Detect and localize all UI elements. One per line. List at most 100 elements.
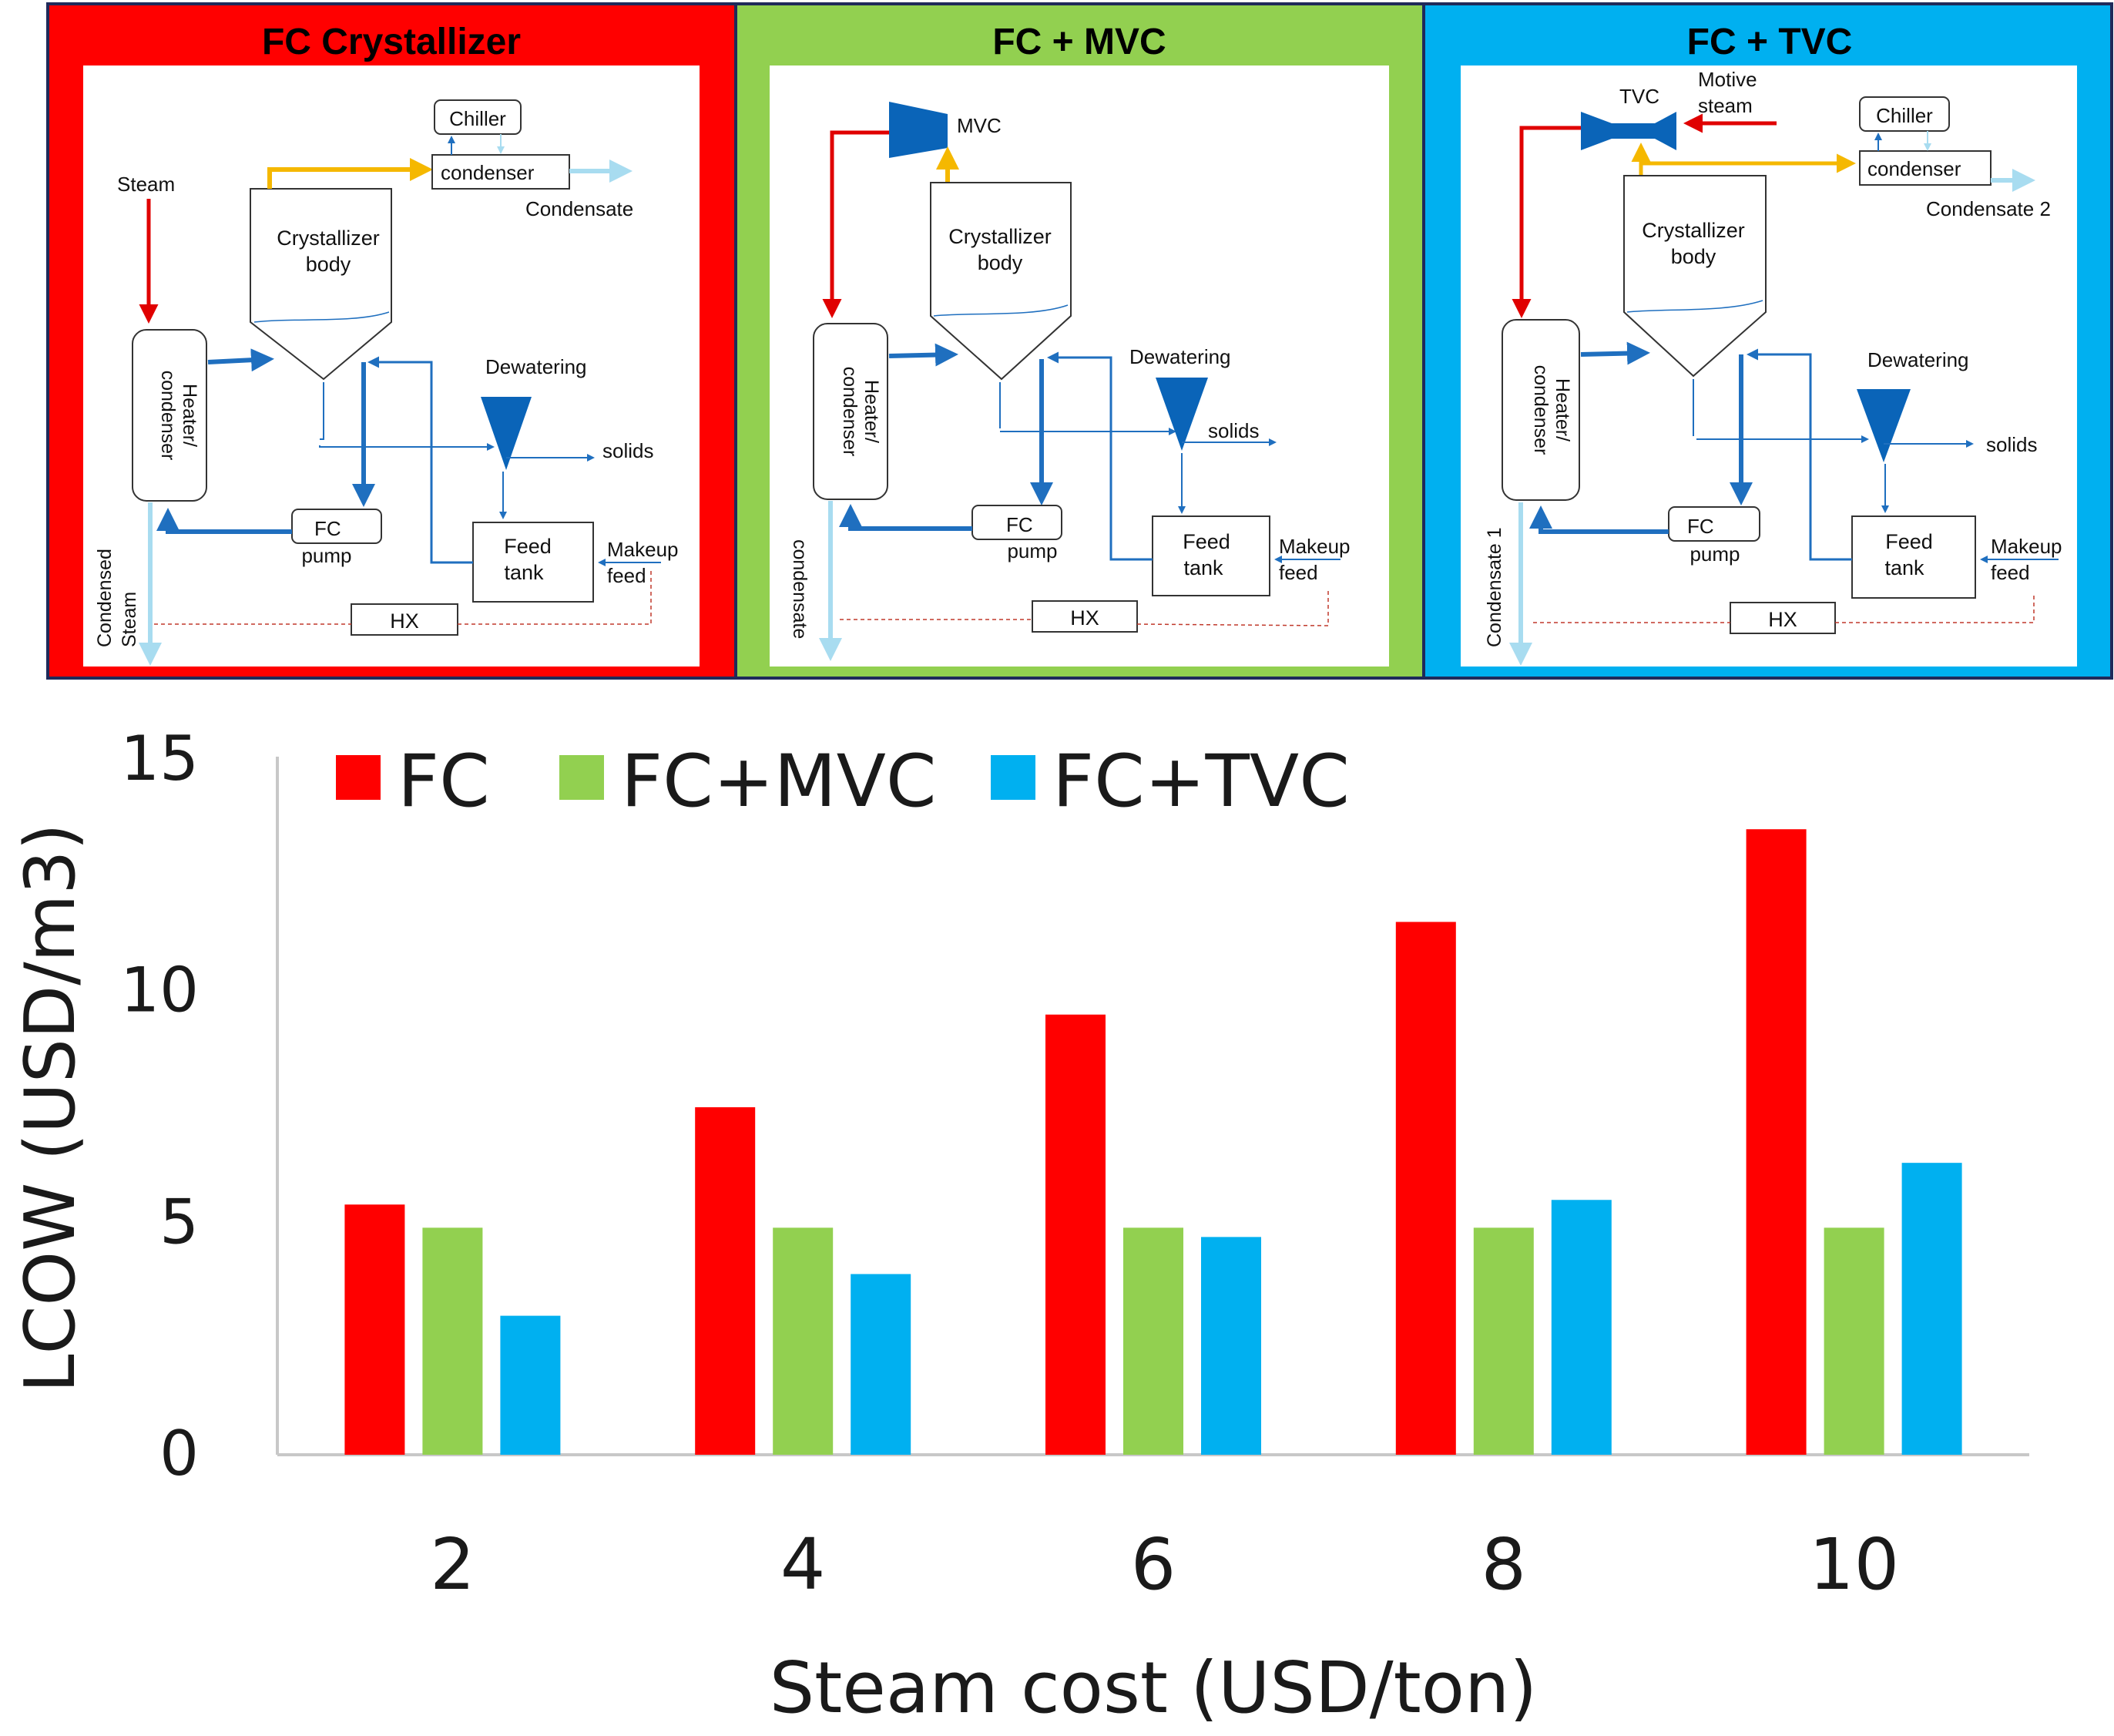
heater-condenser [813, 323, 888, 500]
hx-box [351, 603, 458, 636]
process-diagrams: FC Crystallizer Steam Heater/ condenser … [46, 2, 2113, 680]
crystallizer-label-2: body [978, 251, 1023, 274]
panel-title: FC + TVC [1687, 22, 1853, 62]
steam-to-heater [1512, 126, 1581, 318]
panel-fc-tvc: FC + TVC TVC Motive steam condenser Chil… [1422, 2, 2113, 680]
bar-fc-4 [695, 1107, 756, 1455]
dewatering-cone [1857, 389, 1911, 462]
feed-tank-label-1: Feed [504, 535, 552, 558]
crystallizer-label-2: body [1671, 245, 1716, 268]
vapor-line [267, 158, 433, 189]
legend-swatch [559, 755, 604, 800]
pump-label-2: pump [1007, 539, 1057, 562]
pump-label-2: pump [1690, 542, 1740, 566]
bar-fc-mvc-4 [773, 1227, 834, 1455]
pump-to-heater [156, 508, 292, 534]
solids-label: solids [1208, 419, 1259, 442]
crystallizer-label-1: Crystallizer [1642, 219, 1745, 242]
panel-title: FC Crystallizer [262, 22, 521, 62]
hx-box [1730, 602, 1836, 634]
bar-fc-mvc-6 [1123, 1227, 1183, 1455]
y-tick-label: 5 [159, 1186, 199, 1258]
bar-fc-8 [1395, 922, 1456, 1455]
outlet-label: Condensate 1 [1484, 527, 1505, 647]
x-tick-label: 6 [1131, 1523, 1176, 1606]
bar-fc-2 [344, 1204, 405, 1455]
heater-label-2: condenser [157, 371, 179, 461]
condensate-2-label: Condensate 2 [1926, 197, 2051, 220]
feed-tank-label-2: tank [504, 561, 544, 584]
hx-box [1032, 600, 1138, 633]
crystallizer-label-1: Crystallizer [948, 225, 1052, 248]
crystallizer-body [1623, 175, 1767, 378]
heater-label-1: Heater/ [179, 384, 200, 447]
chiller-box [434, 99, 522, 135]
heater-to-body [207, 348, 274, 372]
liquid-level [253, 311, 390, 323]
mvc-label: MVC [957, 114, 1002, 137]
bar-fc-mvc-10 [1824, 1227, 1884, 1455]
bar-fc-mvc-2 [422, 1227, 483, 1455]
crystallizer-label-2: body [306, 253, 351, 276]
condenser-box [1859, 150, 1992, 186]
heater-label-1: Heater/ [1552, 378, 1573, 442]
heater-label-2: condenser [1530, 365, 1552, 455]
makeup-label-2: feed [1279, 561, 1318, 584]
y-axis-title: LCOW (USD/m3) [10, 823, 91, 1392]
legend-label: FC+MVC [621, 740, 937, 824]
pump-to-heater [839, 504, 972, 531]
steam-label: Steam [117, 173, 175, 196]
panel-fc-mvc: FC + MVC MVC Heater/ condenser Crystalli… [734, 2, 1425, 680]
panel-fc-crystallizer: FC Crystallizer Steam Heater/ condenser … [46, 2, 737, 680]
heater-to-body [888, 343, 958, 367]
solids-label: solids [1986, 433, 2037, 456]
heater-condenser [1502, 319, 1580, 501]
panel-title: FC + MVC [992, 22, 1166, 62]
tank-to-body [1047, 351, 1153, 561]
dewatering-cone [1156, 378, 1208, 451]
solids-label: solids [602, 439, 653, 462]
tank-to-body [1747, 348, 1852, 561]
outlet-label: condensate [789, 539, 810, 639]
chiller-label: Chiller [449, 107, 506, 130]
bar-fc-6 [1045, 1014, 1106, 1455]
legend-swatch [991, 755, 1035, 800]
tank-to-body [367, 356, 473, 564]
compressed-vapor-line [822, 130, 889, 318]
chiller-box [1859, 96, 1950, 132]
chart-plot-area: 0 5 10 15 2 4 6 8 10 FC FC+MVC FC+TVC Steam cost (US… [10, 723, 2029, 1729]
x-tick-label: 10 [1809, 1523, 1899, 1606]
bar-fc-tvc-2 [500, 1315, 561, 1455]
y-tick-label: 15 [120, 723, 199, 794]
pump-label-2: pump [301, 544, 351, 567]
bar-fc-tvc-8 [1551, 1200, 1612, 1455]
motive-label-1: Motive [1698, 68, 1757, 91]
y-tick-label: 0 [159, 1418, 199, 1489]
makeup-label-1: Makeup [1279, 535, 1351, 558]
heater-condenser [132, 329, 207, 502]
crystallizer-label-1: Crystallizer [277, 227, 380, 250]
makeup-label-1: Makeup [1991, 535, 2062, 558]
pump-label-1: FC [314, 517, 341, 540]
legend-label: FC+TVC [1052, 740, 1350, 824]
pump-to-heater [1529, 505, 1669, 534]
feed-tank [1851, 515, 1976, 599]
dewatering-label: Dewatering [1867, 348, 1969, 371]
x-tick-label: 4 [780, 1523, 826, 1606]
liquid-level [1626, 300, 1763, 313]
condenser-label: condenser [1867, 157, 1961, 180]
condensate-label: Condensate [525, 197, 633, 220]
feed-tank [472, 522, 594, 603]
hx-label: HX [390, 609, 419, 633]
dewatering-label: Dewatering [1129, 345, 1231, 368]
mvc-compressor-icon [889, 102, 948, 158]
crystallizer-body [930, 182, 1072, 381]
liquid-level [933, 304, 1069, 317]
makeup-label-2: feed [1991, 561, 2030, 584]
hx-label: HX [1768, 608, 1797, 631]
hx-dashed-line [840, 589, 1329, 626]
x-tick-label: 8 [1481, 1523, 1527, 1606]
pump-label-1: FC [1687, 515, 1714, 538]
outlet-label-1: Condensed [94, 549, 116, 647]
heater-label-1: Heater/ [861, 380, 882, 443]
